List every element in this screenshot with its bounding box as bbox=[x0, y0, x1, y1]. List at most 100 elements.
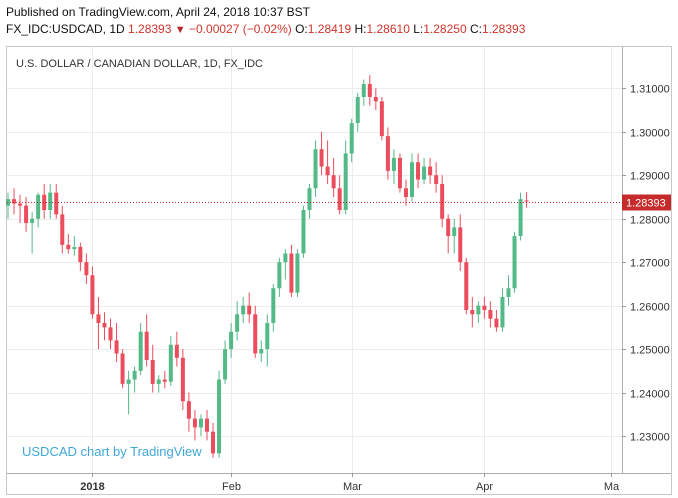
candle-body bbox=[253, 314, 258, 354]
candle bbox=[355, 92, 360, 132]
candle bbox=[343, 140, 348, 215]
candle bbox=[204, 409, 209, 441]
candle bbox=[138, 323, 143, 376]
candle bbox=[428, 157, 433, 184]
symbol-quote-line: FX_IDC:USDCAD, 1D 1.28393 ▼ −0.00027 (−0… bbox=[6, 22, 525, 36]
candle-body bbox=[403, 188, 408, 197]
candle-body bbox=[204, 418, 209, 432]
candle bbox=[162, 370, 167, 389]
candle-body bbox=[78, 246, 83, 263]
candle bbox=[180, 349, 185, 410]
candle-body bbox=[524, 200, 529, 202]
candle bbox=[126, 370, 131, 415]
candle-body bbox=[307, 188, 312, 211]
candle-body bbox=[192, 418, 197, 428]
candle bbox=[446, 214, 451, 254]
candle-body bbox=[349, 123, 354, 154]
candle-body bbox=[464, 262, 469, 310]
candle-body bbox=[108, 327, 113, 341]
high-label: H: bbox=[354, 22, 367, 36]
candle bbox=[379, 96, 384, 141]
last-price-badge-label: 1.28393 bbox=[626, 198, 666, 210]
candle bbox=[283, 249, 288, 280]
down-arrow-icon: ▼ bbox=[174, 24, 186, 36]
candle bbox=[78, 242, 83, 271]
close-value: 1.28393 bbox=[481, 22, 526, 36]
candle-body bbox=[391, 157, 396, 171]
candle-body bbox=[42, 194, 47, 211]
candle-body bbox=[60, 214, 65, 245]
symbol-label: FX_IDC:USDCAD, 1D bbox=[6, 22, 125, 36]
candle-body bbox=[410, 162, 415, 197]
candle-body bbox=[265, 323, 270, 350]
candle-body bbox=[434, 175, 439, 184]
candle-body bbox=[18, 203, 23, 206]
price-axis[interactable]: 1.31000 1.30000 1.29000 1.28000 1.27000 1.260… bbox=[622, 84, 670, 444]
candle-body bbox=[241, 305, 246, 315]
candle bbox=[361, 79, 366, 106]
candle bbox=[476, 301, 481, 324]
candle bbox=[458, 214, 463, 271]
candle-body bbox=[512, 236, 517, 289]
candle bbox=[229, 323, 234, 358]
candle bbox=[198, 414, 203, 437]
candle-body bbox=[150, 359, 155, 384]
candle bbox=[120, 349, 125, 389]
candle bbox=[385, 127, 390, 180]
candle bbox=[295, 249, 300, 297]
candle bbox=[307, 183, 312, 219]
candle bbox=[349, 118, 354, 163]
candle-body bbox=[102, 323, 107, 328]
candle-body bbox=[470, 309, 475, 315]
candle-body bbox=[343, 153, 348, 211]
price-tick-label: 1.31000 bbox=[630, 84, 670, 96]
candle-body bbox=[428, 166, 433, 176]
candle-body bbox=[488, 309, 493, 319]
candle-body bbox=[482, 305, 487, 310]
candle-body bbox=[446, 218, 451, 237]
candle bbox=[223, 340, 228, 384]
candle bbox=[60, 205, 65, 254]
time-tick-label: 2018 bbox=[80, 481, 104, 493]
candle bbox=[331, 157, 336, 197]
candle bbox=[36, 192, 41, 228]
candle-body bbox=[355, 96, 360, 124]
chart-title: U.S. DOLLAR / CANADIAN DOLLAR, 1D, FX_ID… bbox=[16, 58, 263, 70]
candle-body bbox=[337, 188, 342, 211]
candle-body bbox=[361, 83, 366, 97]
time-tick-label: Feb bbox=[222, 481, 241, 493]
candle-body bbox=[319, 149, 324, 167]
candle bbox=[54, 183, 59, 219]
low-label: L: bbox=[413, 22, 424, 36]
candle-body bbox=[259, 349, 264, 354]
candle bbox=[319, 131, 324, 176]
candle bbox=[524, 192, 529, 208]
candle-body bbox=[54, 192, 59, 215]
candle bbox=[90, 266, 95, 319]
price-tick-label: 1.26000 bbox=[630, 302, 670, 314]
candle-body bbox=[458, 227, 463, 263]
price-tick-label: 1.24000 bbox=[630, 389, 670, 401]
candle bbox=[367, 75, 372, 106]
candle-body bbox=[30, 218, 35, 224]
candle bbox=[518, 192, 523, 241]
candle bbox=[241, 296, 246, 324]
candle-body bbox=[331, 175, 336, 189]
candle bbox=[289, 244, 294, 297]
price-tick-label: 1.25000 bbox=[630, 345, 670, 357]
candle bbox=[144, 314, 149, 367]
candle-body bbox=[379, 101, 384, 137]
candle bbox=[397, 153, 402, 193]
last-price: 1.28393 bbox=[128, 22, 172, 36]
candle bbox=[440, 175, 445, 228]
candle-body bbox=[144, 331, 149, 360]
candle bbox=[301, 205, 306, 258]
time-axis[interactable]: 2018 Feb Mar Apr Ma bbox=[80, 473, 620, 493]
published-line: Published on TradingView.com, April 24, … bbox=[6, 5, 310, 19]
candle-body bbox=[66, 244, 71, 250]
price-tick-label: 1.30000 bbox=[630, 128, 670, 140]
candle bbox=[494, 309, 499, 332]
candle bbox=[500, 288, 505, 332]
candle-body bbox=[301, 210, 306, 254]
